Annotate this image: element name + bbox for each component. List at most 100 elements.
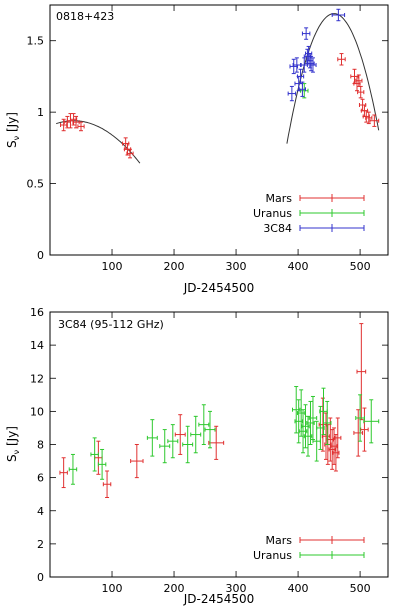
bottom-uranus-point [298, 409, 308, 454]
bottom-y-axis-label: Sν [Jy] [5, 426, 21, 462]
top-3c84-point [289, 58, 298, 75]
top-data-points [60, 8, 380, 159]
bottom-x-tick-label: 500 [350, 582, 371, 595]
top-ticks: 100 200 300 400 500 0 0.5 1 1.5 [27, 5, 388, 273]
bottom-uranus-point [204, 410, 216, 449]
bottom-data-points [59, 323, 380, 498]
bottom-uranus-point [198, 404, 210, 445]
top-x-tick-label: 500 [350, 260, 371, 273]
top-3c84-point [292, 57, 302, 73]
bottom-legend-label-mars: Mars [266, 534, 293, 547]
top-panel: 100 200 300 400 500 0 0.5 1 1.5 0818+423 JD-2454… [5, 4, 389, 295]
bottom-uranus-point [190, 415, 202, 454]
top-3c84-point [301, 27, 311, 40]
bottom-mars-point [102, 470, 112, 498]
bottom-uranus-point [306, 400, 315, 445]
top-x-tick-label: 200 [164, 260, 185, 273]
bottom-mars-point [94, 440, 103, 475]
bottom-uranus-point [159, 429, 171, 464]
top-x-tick-label: 100 [102, 260, 123, 273]
top-3c84-point [296, 68, 305, 85]
bottom-uranus-point [68, 453, 78, 485]
top-fit-curve-0 [56, 120, 141, 164]
bottom-uranus-point [296, 389, 306, 437]
bottom-mars-point [174, 414, 186, 455]
bottom-y-tick-label: 16 [30, 306, 44, 319]
top-mars-point [77, 121, 85, 132]
bottom-uranus-point [294, 399, 303, 444]
bottom-uranus-point [363, 399, 380, 444]
top-legend-label-3c84: 3C84 [263, 222, 292, 235]
bottom-legend-swatch-uranus [299, 551, 365, 559]
bottom-y-tick-label: 6 [37, 472, 44, 485]
bottom-uranus-point [182, 425, 194, 464]
top-x-axis-label: JD-2454500 [183, 281, 255, 295]
top-legend-swatch-uranus [299, 209, 365, 217]
bottom-mars-point [330, 427, 338, 465]
top-legend-swatch-mars [299, 194, 365, 202]
bottom-y-tick-label: 2 [37, 538, 44, 551]
top-y-tick-label: 0.5 [27, 178, 45, 191]
bottom-mars-point [360, 407, 369, 452]
bottom-uranus-point [323, 400, 332, 445]
top-3c84-point [287, 85, 297, 102]
top-legend: Mars Uranus 3C84 [253, 192, 365, 235]
bottom-x-tick-label: 300 [226, 582, 247, 595]
top-y-tick-label: 1.5 [27, 35, 45, 48]
top-uranus-point [300, 83, 309, 99]
top-mars-point [357, 85, 365, 99]
top-fit-curves [56, 13, 380, 164]
top-3c84-point [298, 81, 307, 97]
bottom-y-tick-label: 12 [30, 372, 44, 385]
top-fit-curve-1 [286, 13, 380, 144]
top-mars-point [126, 148, 134, 159]
bottom-mars-point [208, 425, 225, 460]
bottom-uranus-point [308, 395, 318, 441]
bottom-y-tick-label: 8 [37, 439, 44, 452]
top-y-axis-subscript: ν [12, 135, 21, 140]
bottom-uranus-point [97, 448, 107, 480]
top-mars-point [365, 111, 373, 125]
top-panel-label: 0818+423 [56, 10, 114, 23]
bottom-x-tick-label: 100 [102, 582, 123, 595]
top-mars-point [337, 53, 346, 66]
top-x-tick-label: 300 [226, 260, 247, 273]
bottom-mars-point [356, 323, 367, 421]
bottom-x-axis-label: JD-2454500 [183, 592, 255, 606]
top-y-axis-label: Sν [Jy] [5, 112, 21, 148]
top-3c84-point [331, 8, 346, 22]
top-plot-frame [49, 4, 389, 256]
bottom-uranus-point [167, 424, 179, 459]
top-y-axis-unit: [Jy] [5, 112, 19, 136]
bottom-uranus-point [316, 405, 325, 450]
bottom-x-tick-label: 200 [164, 582, 185, 595]
top-mars-point [353, 75, 361, 92]
bottom-y-tick-label: 10 [30, 405, 44, 418]
top-y-tick-label: 0 [37, 249, 44, 262]
bottom-uranus-point [301, 404, 310, 449]
bottom-mars-point [130, 444, 144, 479]
bottom-legend-label-uranus: Uranus [253, 549, 292, 562]
bottom-y-tick-label: 14 [30, 339, 44, 352]
bottom-y-axis-subscript: ν [12, 449, 21, 454]
bottom-y-axis-symbol: S [5, 454, 19, 462]
top-3c84-point [309, 57, 317, 73]
top-y-axis-symbol: S [5, 140, 19, 148]
bottom-panel-label: 3C84 (95-112 GHz) [58, 318, 164, 331]
top-legend-swatch-3c84 [299, 224, 365, 232]
bottom-legend-swatch-mars [299, 536, 365, 544]
bottom-y-axis-unit: [Jy] [5, 426, 19, 450]
bottom-x-tick-label: 400 [288, 582, 309, 595]
bottom-legend: Mars Uranus [253, 534, 365, 562]
top-mars-point [60, 118, 68, 132]
bottom-y-tick-label: 0 [37, 571, 44, 584]
bottom-uranus-point [146, 419, 158, 457]
bottom-y-tick-label: 4 [37, 505, 44, 518]
top-x-tick-label: 400 [288, 260, 309, 273]
top-y-tick-label: 1 [37, 106, 44, 119]
top-mars-point [369, 114, 380, 127]
top-mars-point [72, 115, 80, 129]
bottom-mars-point [353, 409, 364, 457]
bottom-mars-point [334, 417, 342, 459]
